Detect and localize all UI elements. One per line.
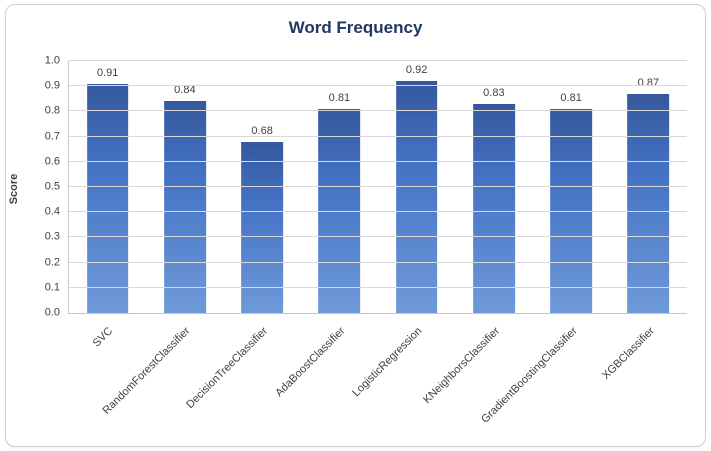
bar-value-label: 0.92	[405, 64, 428, 77]
y-tick-label: 0.5	[44, 180, 60, 193]
gridline	[69, 286, 687, 288]
x-label-slot: XGBClassifier	[600, 313, 687, 438]
y-tick-label: 0.6	[44, 155, 60, 168]
bars-group: 0.91 0.84 0.68 0.81 0.92 0.83 0.81 0.87	[69, 61, 687, 313]
y-tick-label: 0.1	[44, 281, 60, 294]
bar-slot: 0.83	[455, 61, 532, 313]
bar	[164, 101, 206, 313]
gridline	[69, 135, 687, 137]
bar-slot: 0.81	[301, 61, 378, 313]
bar	[241, 141, 283, 313]
bar-slot: 0.81	[533, 61, 610, 313]
y-tick-label: 0.8	[44, 104, 60, 117]
bar	[318, 108, 361, 313]
x-tick-label: SVC	[90, 325, 116, 350]
y-tick-label: 1.0	[44, 54, 60, 67]
bar-value-label: 0.83	[483, 86, 505, 99]
gridline	[69, 110, 687, 112]
y-tick-label: 0.3	[44, 230, 60, 243]
bar-value-label: 0.81	[328, 91, 351, 104]
y-tick-label: 0.7	[44, 130, 60, 143]
y-axis-ticks: 0.0 0.1 0.2 0.3 0.4 0.5 0.6 0.7 0.8 0.9 1.0	[6, 55, 60, 318]
bar-slot: 0.87	[610, 61, 687, 313]
bar-value-label: 0.68	[251, 124, 273, 137]
y-tick-label: 0.4	[44, 205, 60, 218]
y-tick-label: 0.9	[44, 79, 60, 92]
bar	[395, 81, 438, 313]
chart-container: Word Frequency Score 0.0 0.1 0.2 0.3 0.4 0.5 0…	[5, 4, 706, 447]
gridline	[69, 85, 687, 87]
plot-area: 0.91 0.84 0.68 0.81 0.92 0.83 0.81 0.87	[68, 60, 687, 314]
bar-value-label: 0.87	[637, 76, 660, 89]
bar-value-label: 0.91	[96, 66, 119, 79]
y-tick-label: 0.2	[44, 256, 60, 269]
y-tick-label: 0.0	[44, 306, 60, 319]
chart-title: Word Frequency	[288, 18, 423, 37]
gridline	[69, 60, 687, 61]
bar-value-label: 0.84	[174, 84, 196, 97]
bar	[550, 108, 592, 313]
bar-slot: 0.91	[69, 61, 146, 313]
bar	[473, 103, 515, 313]
gridline	[69, 160, 687, 162]
x-axis-labels: SVC RandomForestClassifier DecisionTreeCla…	[68, 313, 687, 438]
gridline	[69, 211, 687, 213]
bar-value-label: 0.81	[560, 91, 582, 104]
gridline	[69, 186, 687, 187]
bar	[86, 83, 129, 313]
gridline	[69, 261, 687, 263]
x-label-slot: GradientBoostingClassifier	[479, 313, 609, 438]
gridline	[69, 236, 687, 238]
bar-slot: 0.84	[146, 61, 223, 313]
bar-slot: 0.68	[224, 61, 301, 313]
bar-slot: 0.92	[378, 61, 455, 313]
bar	[627, 93, 670, 313]
